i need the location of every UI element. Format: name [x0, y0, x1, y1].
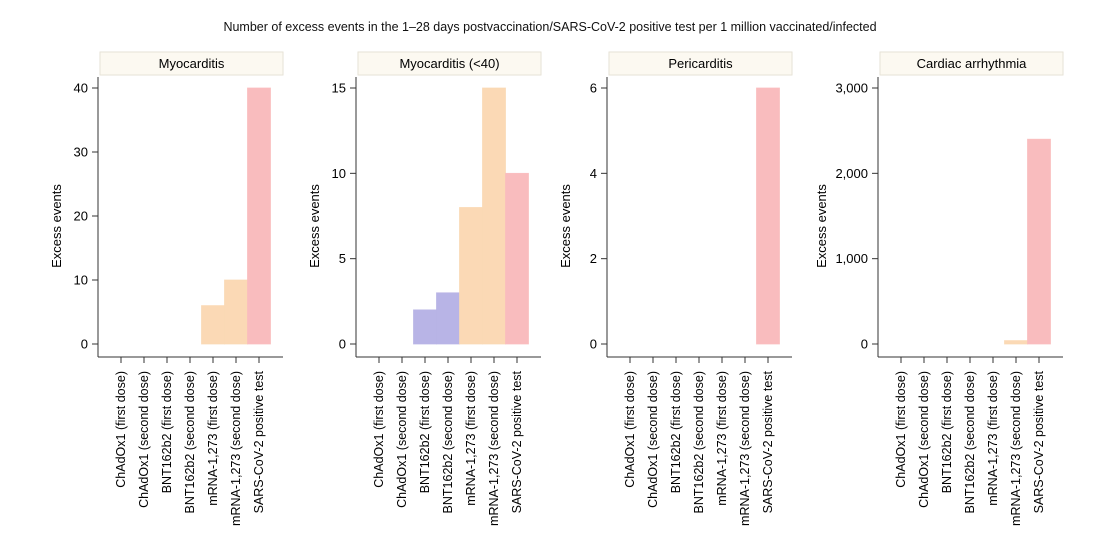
x-tick-label: BNT162b2 (second dose): [441, 371, 455, 513]
panel-strip: [879, 51, 1064, 76]
y-tick-label: 1,000: [835, 251, 868, 266]
x-tick-label: BNT162b2 (second dose): [963, 371, 977, 513]
x-tick-label: ChAdOx1 (first dose): [114, 371, 128, 488]
chart-title: Number of excess events in the 1–28 days…: [223, 20, 877, 34]
y-tick-label: 0: [81, 337, 88, 352]
x-tick-label: SARS-CoV-2 positive test: [252, 370, 266, 513]
y-axis-label: Excess events: [49, 184, 64, 268]
panel-strip: [99, 51, 284, 76]
x-tick-label: mRNA-1,273 (second dose): [738, 371, 752, 526]
y-tick-label: 6: [590, 81, 597, 96]
x-tick-label: mRNA-1,273 (first dose): [986, 371, 1000, 506]
y-tick-label: 4: [590, 166, 597, 181]
x-tick-label: SARS-CoV-2 positive test: [1032, 370, 1046, 513]
x-tick-label: ChAdOx1 (first dose): [623, 371, 637, 488]
y-tick-label: 10: [74, 273, 88, 288]
x-tick-label: mRNA-1,273 (second dose): [1009, 371, 1023, 526]
x-tick-label: ChAdOx1 (second dose): [395, 371, 409, 508]
x-tick-label: SARS-CoV-2 positive test: [761, 370, 775, 513]
x-tick-label: mRNA-1,273 (first dose): [464, 371, 478, 506]
panel-title: Myocarditis (<40): [399, 56, 499, 71]
y-tick-label: 15: [332, 81, 346, 96]
x-tick-label: mRNA-1,273 (first dose): [206, 371, 220, 506]
x-tick-label: ChAdOx1 (first dose): [372, 371, 386, 488]
panel-strip: [608, 51, 793, 76]
y-tick-label: 10: [332, 166, 346, 181]
x-tick-label: mRNA-1,273 (second dose): [229, 371, 243, 526]
panel-title: Myocarditis: [159, 56, 225, 71]
y-axis-label: Excess events: [307, 184, 322, 268]
x-tick-label: ChAdOx1 (second dose): [646, 371, 660, 508]
y-axis-label: Excess events: [814, 184, 829, 268]
x-tick-label: BNT162b2 (first dose): [160, 371, 174, 493]
bar: [247, 87, 271, 345]
y-tick-label: 30: [74, 145, 88, 160]
x-tick-label: BNT162b2 (first dose): [669, 371, 683, 493]
x-tick-label: ChAdOx1 (first dose): [894, 371, 908, 488]
x-tick-label: ChAdOx1 (second dose): [917, 371, 931, 508]
x-tick-label: SARS-CoV-2 positive test: [510, 370, 524, 513]
bar: [482, 87, 506, 345]
y-tick-label: 0: [861, 337, 868, 352]
bar: [756, 87, 780, 345]
bar: [1004, 340, 1028, 345]
panel-title: Cardiac arrhythmia: [917, 56, 1028, 71]
y-tick-label: 3,000: [835, 81, 868, 96]
y-tick-label: 2,000: [835, 166, 868, 181]
y-tick-label: 0: [339, 337, 346, 352]
x-tick-label: BNT162b2 (second dose): [183, 371, 197, 513]
x-tick-label: BNT162b2 (first dose): [940, 371, 954, 493]
bar: [1027, 138, 1051, 345]
bar: [505, 172, 529, 345]
bar: [201, 305, 225, 345]
x-tick-label: mRNA-1,273 (first dose): [715, 371, 729, 506]
panel-strip: [357, 51, 542, 76]
y-tick-label: 2: [590, 251, 597, 266]
y-tick-label: 20: [74, 209, 88, 224]
y-tick-label: 5: [339, 251, 346, 266]
x-tick-label: mRNA-1,273 (second dose): [487, 371, 501, 526]
bar: [459, 207, 483, 345]
panel-title: Pericarditis: [668, 56, 733, 71]
bar: [436, 292, 460, 345]
x-tick-label: BNT162b2 (second dose): [692, 371, 706, 513]
bar: [224, 279, 248, 345]
y-tick-label: 0: [590, 337, 597, 352]
bar: [413, 309, 437, 345]
x-tick-label: BNT162b2 (first dose): [418, 371, 432, 493]
y-tick-label: 40: [74, 81, 88, 96]
y-axis-label: Excess events: [558, 184, 573, 268]
x-tick-label: ChAdOx1 (second dose): [137, 371, 151, 508]
